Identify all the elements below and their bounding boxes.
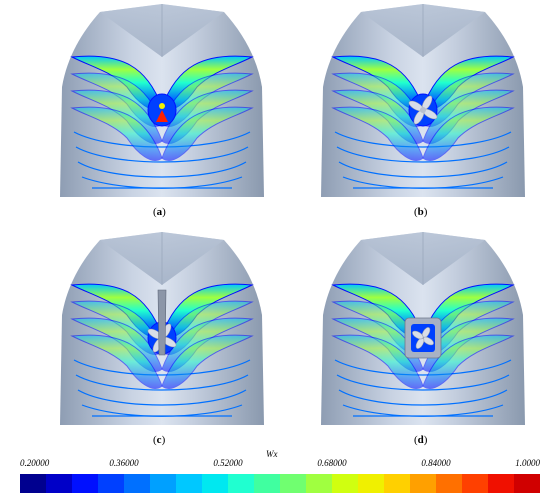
colorbar-tick-label: 0.36000 bbox=[109, 458, 139, 468]
wake-contour-line bbox=[338, 161, 508, 178]
wake-contour-left bbox=[70, 106, 163, 161]
colorbar-segment bbox=[98, 474, 124, 493]
wake-contour-line bbox=[334, 131, 512, 148]
wake-contour-line bbox=[336, 374, 510, 391]
hull-wake-render bbox=[321, 232, 525, 425]
panel-label-a: (a) bbox=[153, 206, 166, 218]
panel-label-b: (b) bbox=[414, 206, 428, 218]
panel-c-propeller-rudder bbox=[52, 230, 272, 430]
wake-contour-right bbox=[161, 106, 254, 161]
colorbar-segment bbox=[436, 474, 462, 493]
high-wake-spot bbox=[156, 110, 168, 122]
colorbar-segment bbox=[488, 474, 514, 493]
colorbar-tick-label: 0.84000 bbox=[421, 458, 451, 468]
wake-contour-right bbox=[161, 334, 254, 389]
colorbar-segment bbox=[410, 474, 436, 493]
colorbar-segment bbox=[72, 474, 98, 493]
wake-contour-left bbox=[331, 334, 424, 389]
colorbar-segment bbox=[46, 474, 72, 493]
hull-wake-render bbox=[60, 232, 264, 425]
wake-contour-line bbox=[338, 389, 508, 406]
propeller-hub bbox=[420, 107, 426, 113]
panel-d-propeller-duct bbox=[313, 230, 533, 430]
colorbar-gradient bbox=[20, 474, 540, 493]
wake-contour-right bbox=[422, 106, 515, 161]
colorbar-segment bbox=[280, 474, 306, 493]
panel-label-d: (d) bbox=[414, 434, 428, 446]
wake-contour-line bbox=[73, 359, 251, 376]
wake-contour-line bbox=[75, 374, 249, 391]
colorbar-tick-labels: 0.20000 0.36000 0.52000 0.68000 0.84000 1.000… bbox=[20, 458, 540, 470]
propeller-blade bbox=[412, 330, 424, 340]
wake-contour-line bbox=[73, 131, 251, 148]
colorbar-segment bbox=[124, 474, 150, 493]
colorbar-segment bbox=[384, 474, 410, 493]
colorbar-segment bbox=[462, 474, 488, 493]
colorbar-segment bbox=[150, 474, 176, 493]
panel-a-hull-only bbox=[52, 2, 272, 202]
colorbar-segment bbox=[176, 474, 202, 493]
hull-wake-render bbox=[321, 4, 525, 197]
colorbar-segment bbox=[514, 474, 540, 493]
shaft-hub bbox=[159, 103, 165, 109]
colorbar-segment bbox=[332, 474, 358, 493]
wake-contour-line bbox=[77, 389, 247, 406]
colorbar-segment bbox=[358, 474, 384, 493]
panel-label-c: (c) bbox=[153, 434, 166, 446]
wake-contour-left bbox=[331, 106, 424, 161]
colorbar-segment bbox=[306, 474, 332, 493]
colorbar-segment bbox=[20, 474, 46, 493]
panel-b-propeller bbox=[313, 2, 533, 202]
wake-contour-line bbox=[77, 161, 247, 178]
colorbar-tick-label: 0.68000 bbox=[317, 458, 347, 468]
wake-contour-line bbox=[334, 359, 512, 376]
wake-contour-right bbox=[422, 334, 515, 389]
colorbar-tick-label: 0.20000 bbox=[20, 458, 50, 468]
wake-contour-line bbox=[75, 146, 249, 163]
wake-contour-left bbox=[70, 334, 163, 389]
colorbar-tick-label: 1.0000 bbox=[515, 458, 540, 468]
colorbar-segment bbox=[254, 474, 280, 493]
colorbar-legend: 0.20000 0.36000 0.52000 0.68000 0.84000 1.000… bbox=[20, 458, 540, 493]
colorbar-title: Wx bbox=[266, 449, 278, 459]
colorbar-segment bbox=[228, 474, 254, 493]
hull-wake-render bbox=[60, 4, 264, 197]
rudder bbox=[157, 289, 167, 356]
colorbar-tick-label: 0.52000 bbox=[213, 458, 243, 468]
colorbar-segment bbox=[202, 474, 228, 493]
wake-contour-line bbox=[336, 146, 510, 163]
